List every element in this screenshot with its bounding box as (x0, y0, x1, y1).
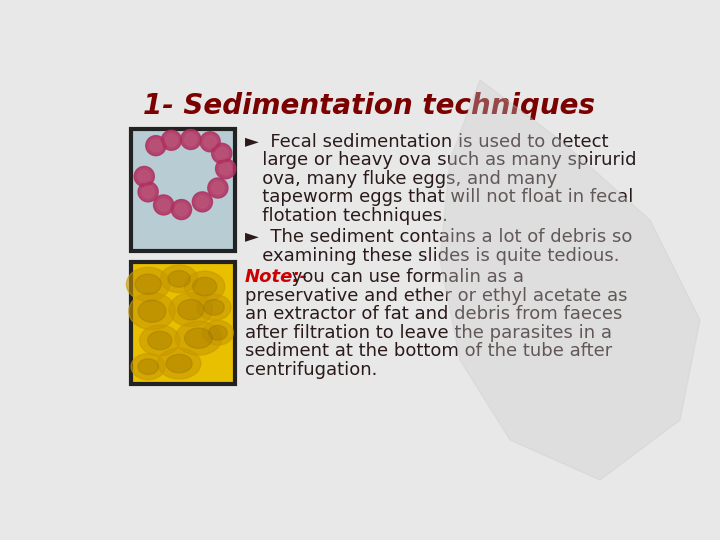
Ellipse shape (178, 300, 204, 320)
Circle shape (171, 200, 192, 220)
Text: you can use formalin as a: you can use formalin as a (286, 268, 523, 286)
Ellipse shape (169, 293, 212, 327)
Circle shape (192, 192, 212, 212)
Circle shape (215, 147, 228, 159)
Text: ►  The sediment contains a lot of debris so: ► The sediment contains a lot of debris … (245, 228, 632, 246)
Ellipse shape (138, 359, 158, 375)
Text: ova, many fluke eggs, and many: ova, many fluke eggs, and many (245, 170, 557, 187)
Text: sediment at the bottom of the tube after: sediment at the bottom of the tube after (245, 342, 612, 360)
Circle shape (184, 133, 197, 146)
Ellipse shape (175, 321, 222, 355)
Ellipse shape (209, 326, 228, 340)
Ellipse shape (202, 320, 233, 345)
Circle shape (208, 178, 228, 198)
Circle shape (138, 170, 150, 183)
Ellipse shape (131, 354, 165, 380)
Circle shape (196, 195, 209, 208)
Circle shape (181, 130, 201, 150)
Circle shape (165, 134, 178, 146)
Text: an extractor of fat and debris from faeces: an extractor of fat and debris from faec… (245, 306, 622, 323)
Ellipse shape (184, 271, 225, 302)
Ellipse shape (158, 348, 201, 379)
Ellipse shape (127, 267, 170, 301)
Circle shape (150, 139, 162, 152)
Ellipse shape (135, 274, 161, 294)
Circle shape (212, 143, 232, 164)
Text: preservative and ether or ethyl acetate as: preservative and ether or ethyl acetate … (245, 287, 628, 305)
Circle shape (138, 182, 158, 202)
Ellipse shape (140, 325, 180, 356)
Ellipse shape (148, 331, 172, 350)
Ellipse shape (193, 278, 217, 296)
Ellipse shape (204, 300, 224, 315)
Text: Note:-: Note:- (245, 268, 308, 286)
Polygon shape (440, 80, 700, 480)
FancyBboxPatch shape (131, 262, 235, 384)
Circle shape (200, 132, 220, 152)
Circle shape (142, 186, 154, 198)
Ellipse shape (168, 271, 190, 287)
Circle shape (204, 136, 216, 148)
Circle shape (161, 130, 181, 150)
Circle shape (220, 163, 232, 175)
Circle shape (145, 136, 166, 156)
Circle shape (175, 204, 188, 215)
Circle shape (215, 159, 235, 179)
Circle shape (134, 166, 154, 186)
Text: flotation techniques.: flotation techniques. (245, 207, 448, 225)
Text: large or heavy ova such as many spirurid: large or heavy ova such as many spirurid (245, 151, 636, 169)
Ellipse shape (161, 265, 198, 293)
Ellipse shape (138, 300, 166, 322)
Text: tapeworm eggs that will not float in fecal: tapeworm eggs that will not float in fec… (245, 188, 634, 206)
Text: centrifugation.: centrifugation. (245, 361, 377, 379)
Text: after filtration to leave the parasites in a: after filtration to leave the parasites … (245, 324, 612, 342)
Text: examining these slides is quite tedious.: examining these slides is quite tedious. (245, 247, 619, 265)
Circle shape (158, 199, 170, 211)
Ellipse shape (197, 294, 231, 320)
Circle shape (212, 182, 224, 194)
FancyBboxPatch shape (131, 129, 235, 251)
Ellipse shape (184, 328, 212, 348)
Ellipse shape (129, 293, 175, 330)
Text: 1- Sedimentation techniques: 1- Sedimentation techniques (143, 92, 595, 120)
Circle shape (153, 195, 174, 215)
Ellipse shape (166, 354, 192, 373)
Text: ►  Fecal sedimentation is used to detect: ► Fecal sedimentation is used to detect (245, 132, 608, 151)
